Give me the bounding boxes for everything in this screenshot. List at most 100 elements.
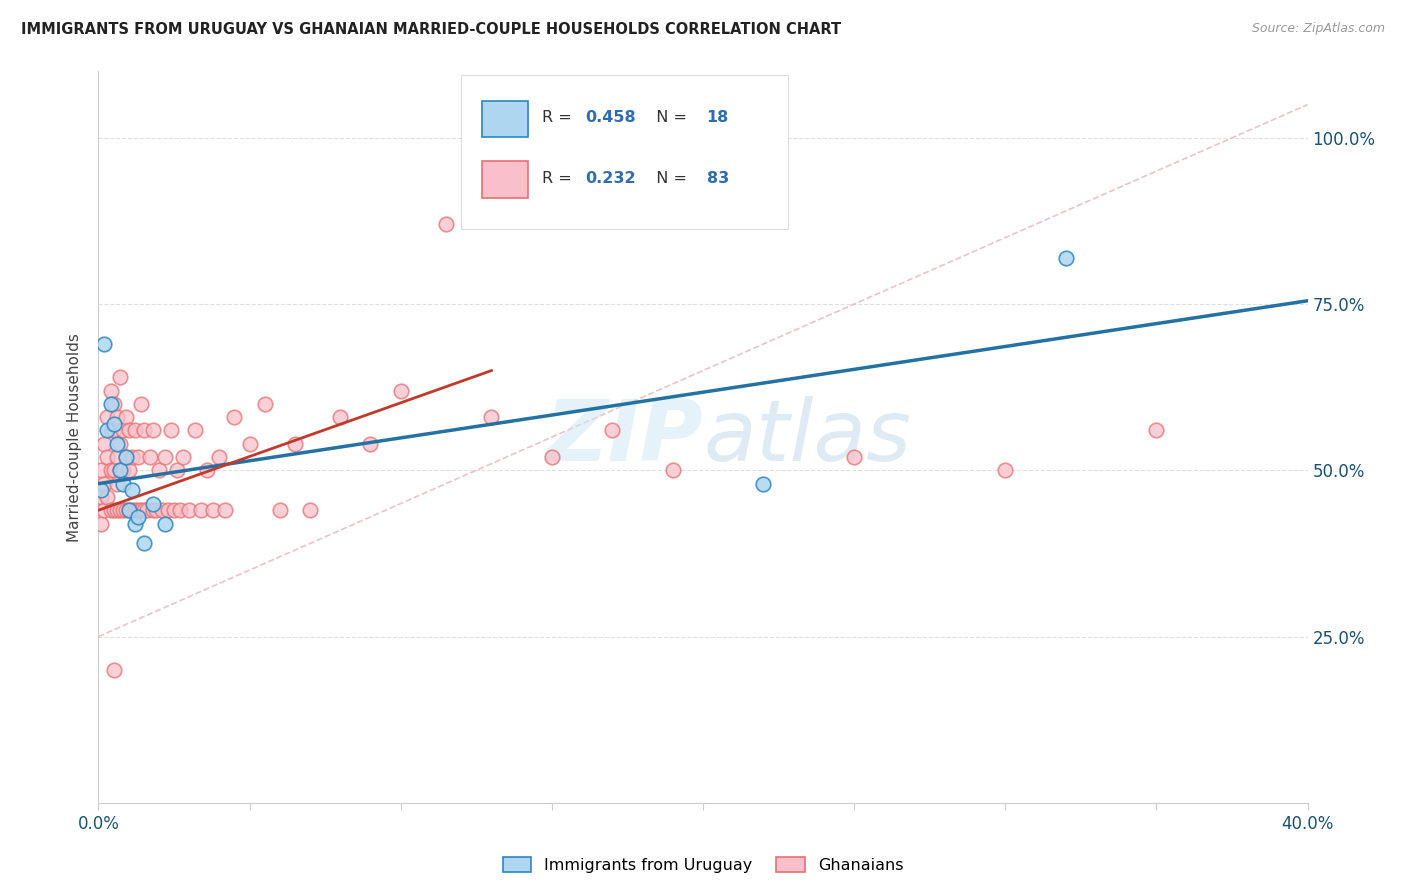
Point [481, 410, 503, 425]
Point [253, 397, 276, 411]
Point [602, 424, 624, 438]
Point [142, 503, 165, 517]
Point [284, 436, 307, 450]
Bar [482, 101, 527, 137]
Point [93, 436, 115, 450]
Point [172, 450, 194, 464]
Point [132, 424, 155, 438]
Text: 0.458: 0.458 [586, 110, 637, 125]
Point [124, 424, 146, 438]
Point [190, 503, 212, 517]
Point [434, 217, 457, 231]
Point [142, 424, 165, 438]
FancyBboxPatch shape [461, 75, 787, 228]
Point [118, 503, 141, 517]
Point [100, 424, 122, 438]
Point [139, 450, 162, 464]
Point [105, 476, 128, 491]
Point [202, 503, 225, 517]
Point [108, 463, 131, 477]
Point [299, 503, 322, 517]
Point [100, 463, 122, 477]
Bar [482, 161, 527, 198]
Point [90, 516, 112, 531]
Point [169, 503, 191, 517]
Point [93, 337, 115, 351]
Point [127, 509, 149, 524]
Point [156, 503, 179, 517]
Point [103, 417, 125, 431]
Text: IMMIGRANTS FROM URUGUAY VS GHANAIAN MARRIED-COUPLE HOUSEHOLDS CORRELATION CHART: IMMIGRANTS FROM URUGUAY VS GHANAIAN MARR… [21, 22, 841, 37]
Point [103, 424, 125, 438]
Text: 18: 18 [707, 110, 728, 125]
Point [118, 503, 141, 517]
Point [114, 503, 136, 517]
Point [103, 503, 125, 517]
Point [360, 436, 382, 450]
Point [127, 503, 149, 517]
Point [108, 436, 131, 450]
Point [96, 410, 118, 425]
Point [145, 503, 167, 517]
Point [132, 536, 155, 550]
Text: N =: N = [647, 171, 692, 186]
Point [129, 503, 152, 517]
Point [142, 497, 165, 511]
Point [269, 503, 291, 517]
Point [135, 503, 157, 517]
Point [114, 450, 136, 464]
Point [90, 463, 112, 477]
Point [329, 410, 352, 425]
Point [239, 436, 262, 450]
Point [163, 503, 186, 517]
Text: 0.232: 0.232 [586, 171, 637, 186]
Point [103, 463, 125, 477]
Point [105, 410, 128, 425]
Point [150, 503, 173, 517]
Point [118, 463, 141, 477]
Point [124, 516, 146, 531]
Point [166, 463, 188, 477]
Text: Source: ZipAtlas.com: Source: ZipAtlas.com [1251, 22, 1385, 36]
Point [129, 397, 152, 411]
Point [96, 450, 118, 464]
Point [103, 397, 125, 411]
Point [1054, 251, 1077, 265]
Point [844, 450, 866, 464]
Point [93, 503, 115, 517]
Point [103, 663, 125, 677]
Point [108, 370, 131, 384]
Text: atlas: atlas [703, 395, 911, 479]
Point [100, 397, 122, 411]
Point [108, 503, 131, 517]
Text: N =: N = [647, 110, 692, 125]
Point [96, 490, 118, 504]
Point [153, 516, 176, 531]
Text: 83: 83 [707, 171, 728, 186]
Point [111, 424, 134, 438]
Point [184, 424, 207, 438]
Point [90, 483, 112, 498]
Text: R =: R = [543, 171, 576, 186]
Point [121, 503, 143, 517]
Point [100, 384, 122, 398]
Point [90, 490, 112, 504]
Point [93, 476, 115, 491]
Y-axis label: Married-couple Households: Married-couple Households [67, 333, 83, 541]
Point [111, 463, 134, 477]
Point [224, 410, 246, 425]
Point [121, 483, 143, 498]
Point [114, 450, 136, 464]
Point [661, 463, 683, 477]
Point [132, 503, 155, 517]
Point [214, 503, 236, 517]
Point [127, 450, 149, 464]
Point [540, 450, 562, 464]
Point [994, 463, 1017, 477]
Point [124, 503, 146, 517]
Point [752, 476, 775, 491]
Point [208, 450, 231, 464]
Point [1144, 424, 1167, 438]
Point [114, 410, 136, 425]
Point [389, 384, 412, 398]
